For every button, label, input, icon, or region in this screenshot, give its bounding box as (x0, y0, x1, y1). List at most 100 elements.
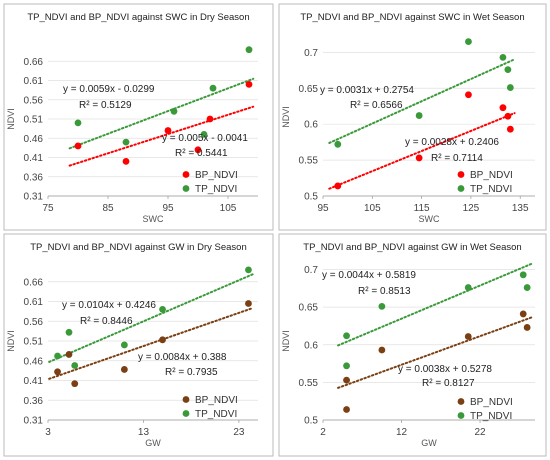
data-point-tp-ndvi (465, 38, 472, 45)
trendline-tp-ndvi (337, 262, 533, 347)
data-point-tp-ndvi (499, 53, 507, 61)
y-axis-title: NDVI (281, 106, 291, 128)
x-tick-label: 13 (138, 427, 150, 438)
y-tick-label: 0.51 (24, 115, 44, 126)
legend-label: TP_NDVI (195, 184, 237, 195)
x-tick-label: 22 (474, 427, 486, 438)
y-tick-label: 0.6 (304, 340, 318, 351)
data-point-bp-ndvi (343, 406, 350, 413)
data-point-bp-ndvi (464, 333, 472, 340)
legend-label: BP_NDVI (470, 170, 513, 181)
data-point-bp-ndvi (206, 115, 214, 123)
data-point-tp-ndvi (519, 271, 527, 279)
trendline-equation: R² = 0.8127 (422, 378, 475, 389)
legend-marker (457, 398, 465, 405)
legend-marker (182, 185, 190, 192)
data-point-bp-ndvi (54, 368, 61, 376)
x-tick-label: 105 (220, 203, 237, 214)
legend-marker (457, 171, 465, 178)
y-tick-label: 0.55 (299, 378, 319, 389)
y-tick-label: 0.51 (24, 337, 44, 348)
trendline-equation: y = 0.005x - 0.0041 (162, 133, 248, 144)
data-point-tp-ndvi (170, 107, 178, 115)
panel-border (3, 3, 274, 231)
chart-panel-3: TP_NDVI and BP_NDVI against GW in Dry Se… (3, 233, 274, 457)
data-point-bp-ndvi (74, 142, 82, 150)
data-point-tp-ndvi (415, 112, 423, 119)
x-tick-label: 135 (512, 203, 529, 214)
data-point-bp-ndvi (343, 376, 350, 384)
trendline-bp-ndvi (328, 112, 516, 190)
legend-marker (182, 396, 190, 403)
data-point-tp-ndvi (120, 341, 128, 349)
x-axis-title: SWC (419, 214, 440, 224)
x-tick-label: 3 (45, 427, 51, 438)
legend-label: BP_NDVI (470, 397, 513, 408)
y-tick-label: 0.6 (304, 120, 318, 131)
data-point-tp-ndvi (504, 66, 512, 73)
data-point-bp-ndvi (164, 127, 172, 134)
y-tick-label: 0.41 (24, 153, 44, 164)
x-tick-label: 95 (317, 203, 329, 214)
trendline-equation: R² = 0.8446 (80, 316, 133, 327)
data-point-bp-ndvi (504, 112, 512, 120)
y-tick-label: 0.65 (299, 303, 319, 314)
legend-label: BP_NDVI (195, 170, 238, 181)
y-tick-label: 0.31 (24, 416, 44, 427)
y-tick-label: 0.36 (24, 396, 44, 407)
data-point-bp-ndvi (122, 157, 130, 165)
data-point-tp-ndvi (209, 84, 217, 92)
trendline-equation: R² = 0.7935 (165, 367, 218, 378)
y-tick-label: 0.66 (24, 57, 44, 68)
y-tick-label: 0.56 (24, 317, 44, 328)
y-tick-label: 0.46 (24, 134, 44, 145)
y-tick-label: 0.65 (299, 84, 319, 95)
y-tick-label: 0.55 (299, 156, 319, 167)
data-point-tp-ndvi (54, 352, 61, 360)
y-tick-label: 0.56 (24, 95, 44, 106)
x-tick-label: 75 (42, 203, 54, 214)
trendline-equation: R² = 0.5441 (175, 148, 228, 159)
trendline-equation: y = 0.0044x + 0.5819 (322, 270, 416, 281)
legend-label: TP_NDVI (195, 409, 237, 420)
x-tick-label: 12 (396, 427, 408, 438)
x-tick-label: 125 (463, 203, 480, 214)
data-point-bp-ndvi (415, 154, 423, 162)
legend-label: TP_NDVI (470, 184, 512, 195)
data-point-bp-ndvi (65, 351, 73, 358)
data-point-tp-ndvi (523, 284, 531, 291)
y-tick-label: 0.61 (24, 76, 44, 87)
data-point-bp-ndvi (523, 324, 531, 331)
trendline-equation: R² = 0.5129 (79, 100, 132, 111)
data-point-tp-ndvi (159, 306, 166, 313)
x-axis-title: SWC (143, 214, 164, 224)
data-point-bp-ndvi (465, 91, 472, 99)
x-tick-label: 2 (320, 427, 326, 438)
chart-panel-4: TP_NDVI and BP_NDVI against GW in Wet Se… (278, 233, 547, 457)
trendline-bp-ndvi (337, 316, 533, 389)
legend-marker (182, 171, 190, 178)
data-point-tp-ndvi (378, 302, 386, 310)
trendline-tp-ndvi (68, 77, 255, 150)
chart-title: TP_NDVI and BP_NDVI against SWC in Wet S… (300, 12, 524, 23)
data-point-bp-ndvi (71, 380, 79, 388)
data-point-tp-ndvi (71, 362, 79, 369)
chart-title: TP_NDVI and BP_NDVI against GW in Dry Se… (30, 242, 246, 253)
data-point-bp-ndvi (194, 146, 202, 154)
trendline-equation: y = 0.0059x - 0.0299 (63, 84, 155, 95)
trendline-bp-ndvi (48, 307, 254, 380)
y-tick-label: 0.61 (24, 297, 44, 308)
data-point-bp-ndvi (245, 300, 252, 307)
trendline-equation: y = 0.0084x + 0.388 (138, 352, 227, 363)
legend-label: TP_NDVI (470, 411, 512, 422)
data-point-tp-ndvi (245, 46, 253, 54)
trendline-equation: y = 0.0028x + 0.2406 (405, 137, 499, 148)
data-point-tp-ndvi (200, 131, 208, 138)
trendline-equation: y = 0.0038x + 0.5278 (398, 364, 492, 375)
x-tick-label: 85 (102, 203, 114, 214)
y-axis-title: NDVI (6, 330, 16, 352)
x-tick-label: 105 (364, 203, 381, 214)
y-tick-label: 0.7 (304, 48, 318, 59)
